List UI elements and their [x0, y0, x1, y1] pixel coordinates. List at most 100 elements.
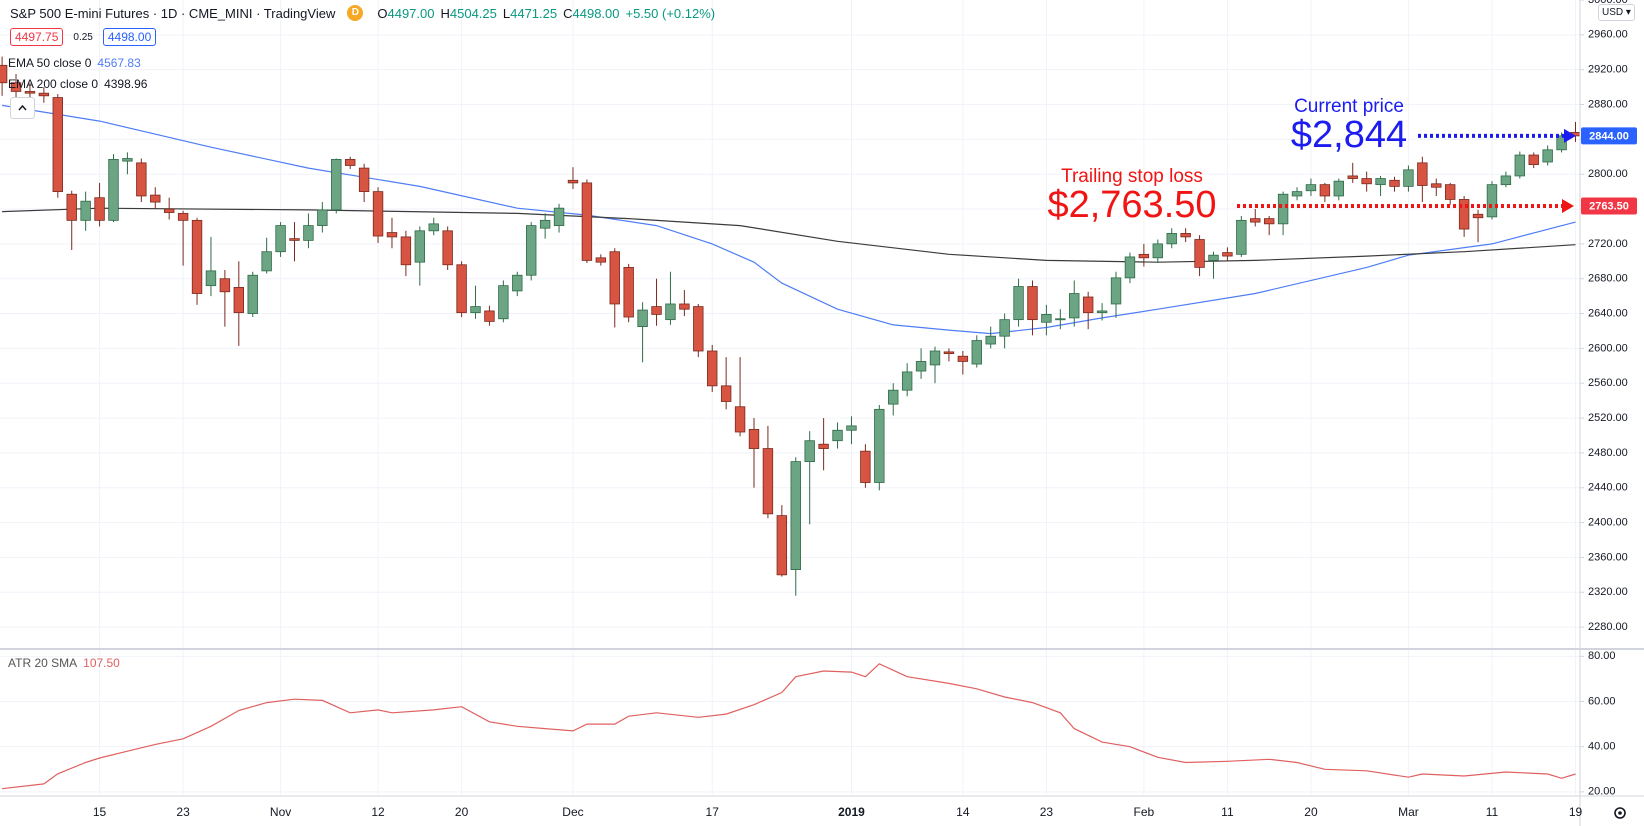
- candle-body: [414, 230, 426, 263]
- candle-body: [999, 319, 1010, 337]
- x-tick-label: 20: [455, 805, 469, 819]
- candle-body: [1291, 191, 1303, 197]
- candle-body: [1236, 219, 1247, 255]
- candle-body: [874, 408, 885, 483]
- candle-body: [609, 251, 620, 305]
- y-tick-label: 2960.00: [1588, 29, 1628, 41]
- candle-body: [804, 440, 815, 463]
- legend-name: ATR 20 SMA: [8, 656, 78, 670]
- bid[interactable]: 4497.75: [10, 28, 64, 46]
- candle-body: [1263, 218, 1275, 225]
- ohlc-value: 4504.25: [449, 5, 497, 21]
- x-tick-label: 17: [706, 805, 720, 819]
- candle-body: [1458, 199, 1470, 230]
- ohlc: O4497.00 H4504.25 L4471.25 C4498.00: [377, 6, 625, 21]
- candle-body: [512, 274, 523, 292]
- ema-line: [2, 207, 1576, 263]
- candle-body: [150, 194, 161, 203]
- candle-body: [1528, 154, 1539, 166]
- x-tick-label: 23: [176, 805, 190, 819]
- candle-body: [888, 389, 899, 405]
- candle-body: [1361, 178, 1372, 185]
- candle-body: [748, 428, 760, 449]
- candle-body: [860, 450, 871, 483]
- y-tick-label: 2600.00: [1588, 342, 1628, 354]
- candle-body: [1542, 149, 1553, 163]
- candle-body: [1403, 169, 1414, 187]
- candle-body: [553, 207, 565, 226]
- candle-body: [1138, 253, 1150, 259]
- candle-body: [1166, 233, 1177, 245]
- x-tick-label: 11: [1221, 805, 1234, 819]
- candle-body: [915, 361, 927, 372]
- collapse-button[interactable]: [10, 97, 35, 119]
- annotation-title: Current price: [1294, 96, 1404, 117]
- candle-body: [317, 209, 328, 226]
- candle-body: [1417, 162, 1428, 186]
- candle-body: [1431, 183, 1442, 188]
- price-tag-label: 2844.00: [1589, 130, 1629, 142]
- candle-body: [693, 306, 704, 352]
- annotation-title: Trailing stop loss: [1061, 166, 1203, 187]
- candle-body: [985, 335, 996, 345]
- currency-button[interactable]: USD ▾: [1598, 4, 1635, 21]
- y-tick-label: 2680.00: [1588, 273, 1628, 285]
- y-tick-label: 40.00: [1588, 741, 1616, 753]
- candle-body: [80, 200, 91, 221]
- candle-body: [1486, 184, 1498, 218]
- y-tick-label: 3000.00: [1588, 0, 1628, 6]
- change: +5.50 (+0.12%): [625, 5, 716, 21]
- candle-body: [247, 274, 258, 314]
- candle-body: [261, 251, 272, 272]
- candle-body: [1319, 184, 1331, 197]
- candle-body: [832, 429, 843, 442]
- x-tick-label: Feb: [1134, 805, 1155, 819]
- y-tick-label: 2280.00: [1588, 621, 1628, 633]
- y-tick-label: 2880.00: [1588, 98, 1628, 110]
- x-tick-label: 11: [1486, 805, 1499, 819]
- candle-body: [456, 264, 467, 314]
- candle-body: [567, 179, 579, 184]
- candle-body: [52, 97, 63, 193]
- x-tick-label: 23: [1040, 805, 1054, 819]
- candle-body: [289, 238, 300, 241]
- symbol: S&P 500 E-mini Futures · 1D · CME_MINI ·…: [10, 5, 336, 21]
- candle-body: [846, 425, 857, 431]
- ohlc-key: L: [502, 5, 511, 21]
- candle-body: [1375, 178, 1386, 186]
- y-tick-label: 2480.00: [1588, 447, 1628, 459]
- candle-body: [484, 310, 495, 322]
- x-tick-label: 14: [956, 805, 970, 819]
- candle-body: [66, 193, 77, 221]
- candle-body: [1389, 179, 1400, 187]
- annotation-label: $2,844: [1291, 114, 1407, 156]
- x-tick-label: 2019: [838, 805, 865, 819]
- candle-body: [331, 158, 342, 211]
- candle-body: [386, 232, 398, 238]
- candle-body: [10, 82, 22, 92]
- ohlc-value: 4497.00: [387, 5, 435, 21]
- candle-body: [1333, 180, 1345, 197]
- candle-body: [720, 385, 732, 402]
- candle-body: [651, 306, 662, 315]
- legend-atr: ATR 20 SMA 107.50: [8, 656, 120, 670]
- candle-body: [971, 340, 982, 365]
- legend-name: EMA 50 close 0: [8, 56, 92, 70]
- settings-icon[interactable]: [1614, 807, 1626, 819]
- arrow-head: [1564, 128, 1576, 143]
- candle-body: [595, 257, 607, 263]
- legend-name: EMA 200 close 0: [8, 77, 99, 91]
- header: S&P 500 E-mini Futures · 1D · CME_MINI ·…: [10, 5, 715, 21]
- candle-body: [1250, 218, 1261, 223]
- ask[interactable]: 4498.00: [102, 28, 157, 46]
- candle-body: [1514, 154, 1526, 177]
- x-tick-label: Nov: [270, 805, 291, 819]
- candle-body: [679, 303, 690, 310]
- grid: [0, 0, 1580, 795]
- y-tick-label: 60.00: [1588, 695, 1616, 707]
- candle-body: [929, 350, 941, 366]
- candle-body: [1110, 277, 1122, 305]
- ohlc-value: 4498.00: [572, 5, 620, 21]
